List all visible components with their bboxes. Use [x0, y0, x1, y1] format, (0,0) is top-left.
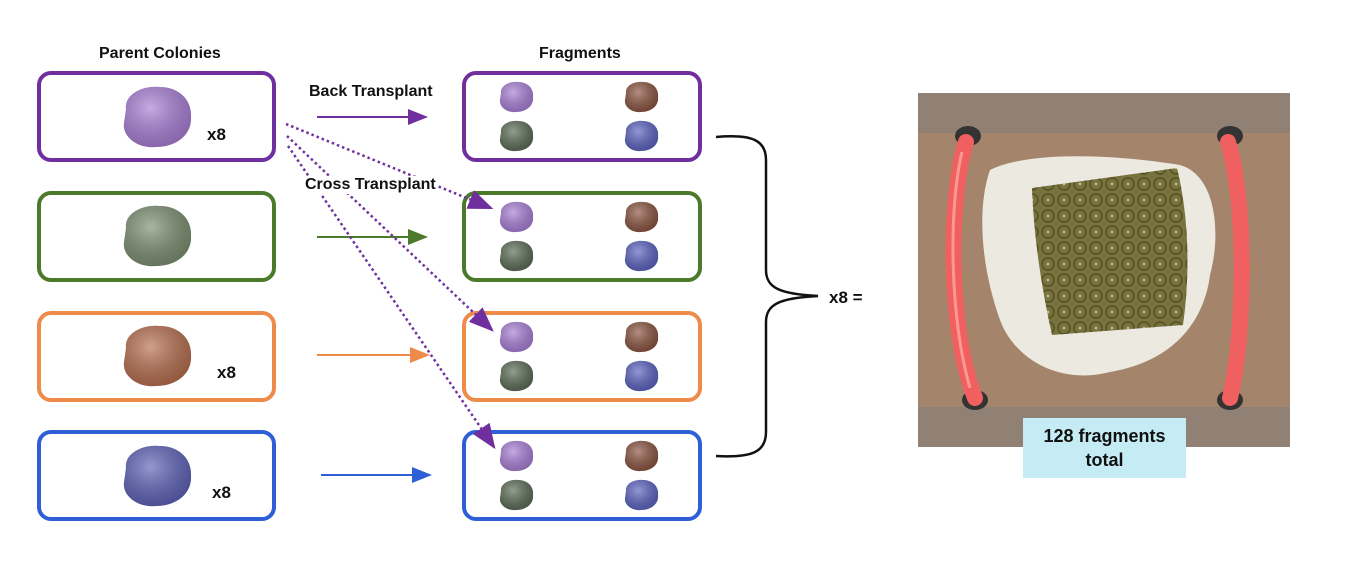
fragment-coral-purple	[499, 440, 534, 472]
fragment-box-purple	[462, 71, 702, 162]
fragment-coral-purple	[499, 201, 534, 233]
cross-transplant-arrow-blue	[286, 145, 496, 450]
fragment-coral-brown	[624, 321, 659, 353]
fragment-coral-green	[499, 240, 534, 272]
cross-transplant-label: Cross Transplant	[304, 176, 437, 194]
fragment-corals	[499, 81, 659, 511]
parent-multiplier-purple: x8	[207, 125, 226, 144]
caption-line-2: total	[1085, 450, 1124, 470]
parent-colonies-title: Parent Colonies	[99, 45, 221, 62]
fragment-coral-brown	[624, 440, 659, 472]
parent-coral-orange	[123, 325, 192, 387]
parent-coral-green	[123, 205, 192, 267]
fragment-coral-blue	[624, 479, 659, 511]
cross-transplant-arrow-green	[285, 122, 494, 210]
fragments-title: Fragments	[539, 45, 621, 62]
total-multiplier: x8 =	[829, 288, 863, 307]
fragment-photo	[918, 93, 1290, 447]
parent-coral-blue	[123, 445, 192, 507]
fragment-coral-blue	[624, 240, 659, 272]
fragment-coral-blue	[624, 120, 659, 152]
fragment-coral-green	[499, 360, 534, 392]
fragment-coral-blue	[624, 360, 659, 392]
grouping-brace	[715, 135, 819, 458]
caption-line-1: 128 fragments	[1043, 426, 1166, 446]
fragment-box-orange	[462, 311, 702, 402]
fragment-box-green	[462, 191, 702, 282]
fragment-coral-purple	[499, 321, 534, 353]
fragment-coral-brown	[624, 81, 659, 113]
fragment-coral-green	[499, 120, 534, 152]
back-transplant-label: Back Transplant	[309, 83, 433, 100]
parent-coral-purple	[123, 86, 192, 148]
parent-multiplier-orange: x8	[217, 363, 236, 382]
fragment-coral-brown	[624, 201, 659, 233]
fragment-coral-purple	[499, 81, 534, 113]
fragment-coral-green	[499, 479, 534, 511]
parent-multiplier-blue: x8	[212, 483, 231, 502]
fragment-box-blue	[462, 430, 702, 521]
fragment-total-caption: 128 fragments total	[1023, 418, 1186, 478]
